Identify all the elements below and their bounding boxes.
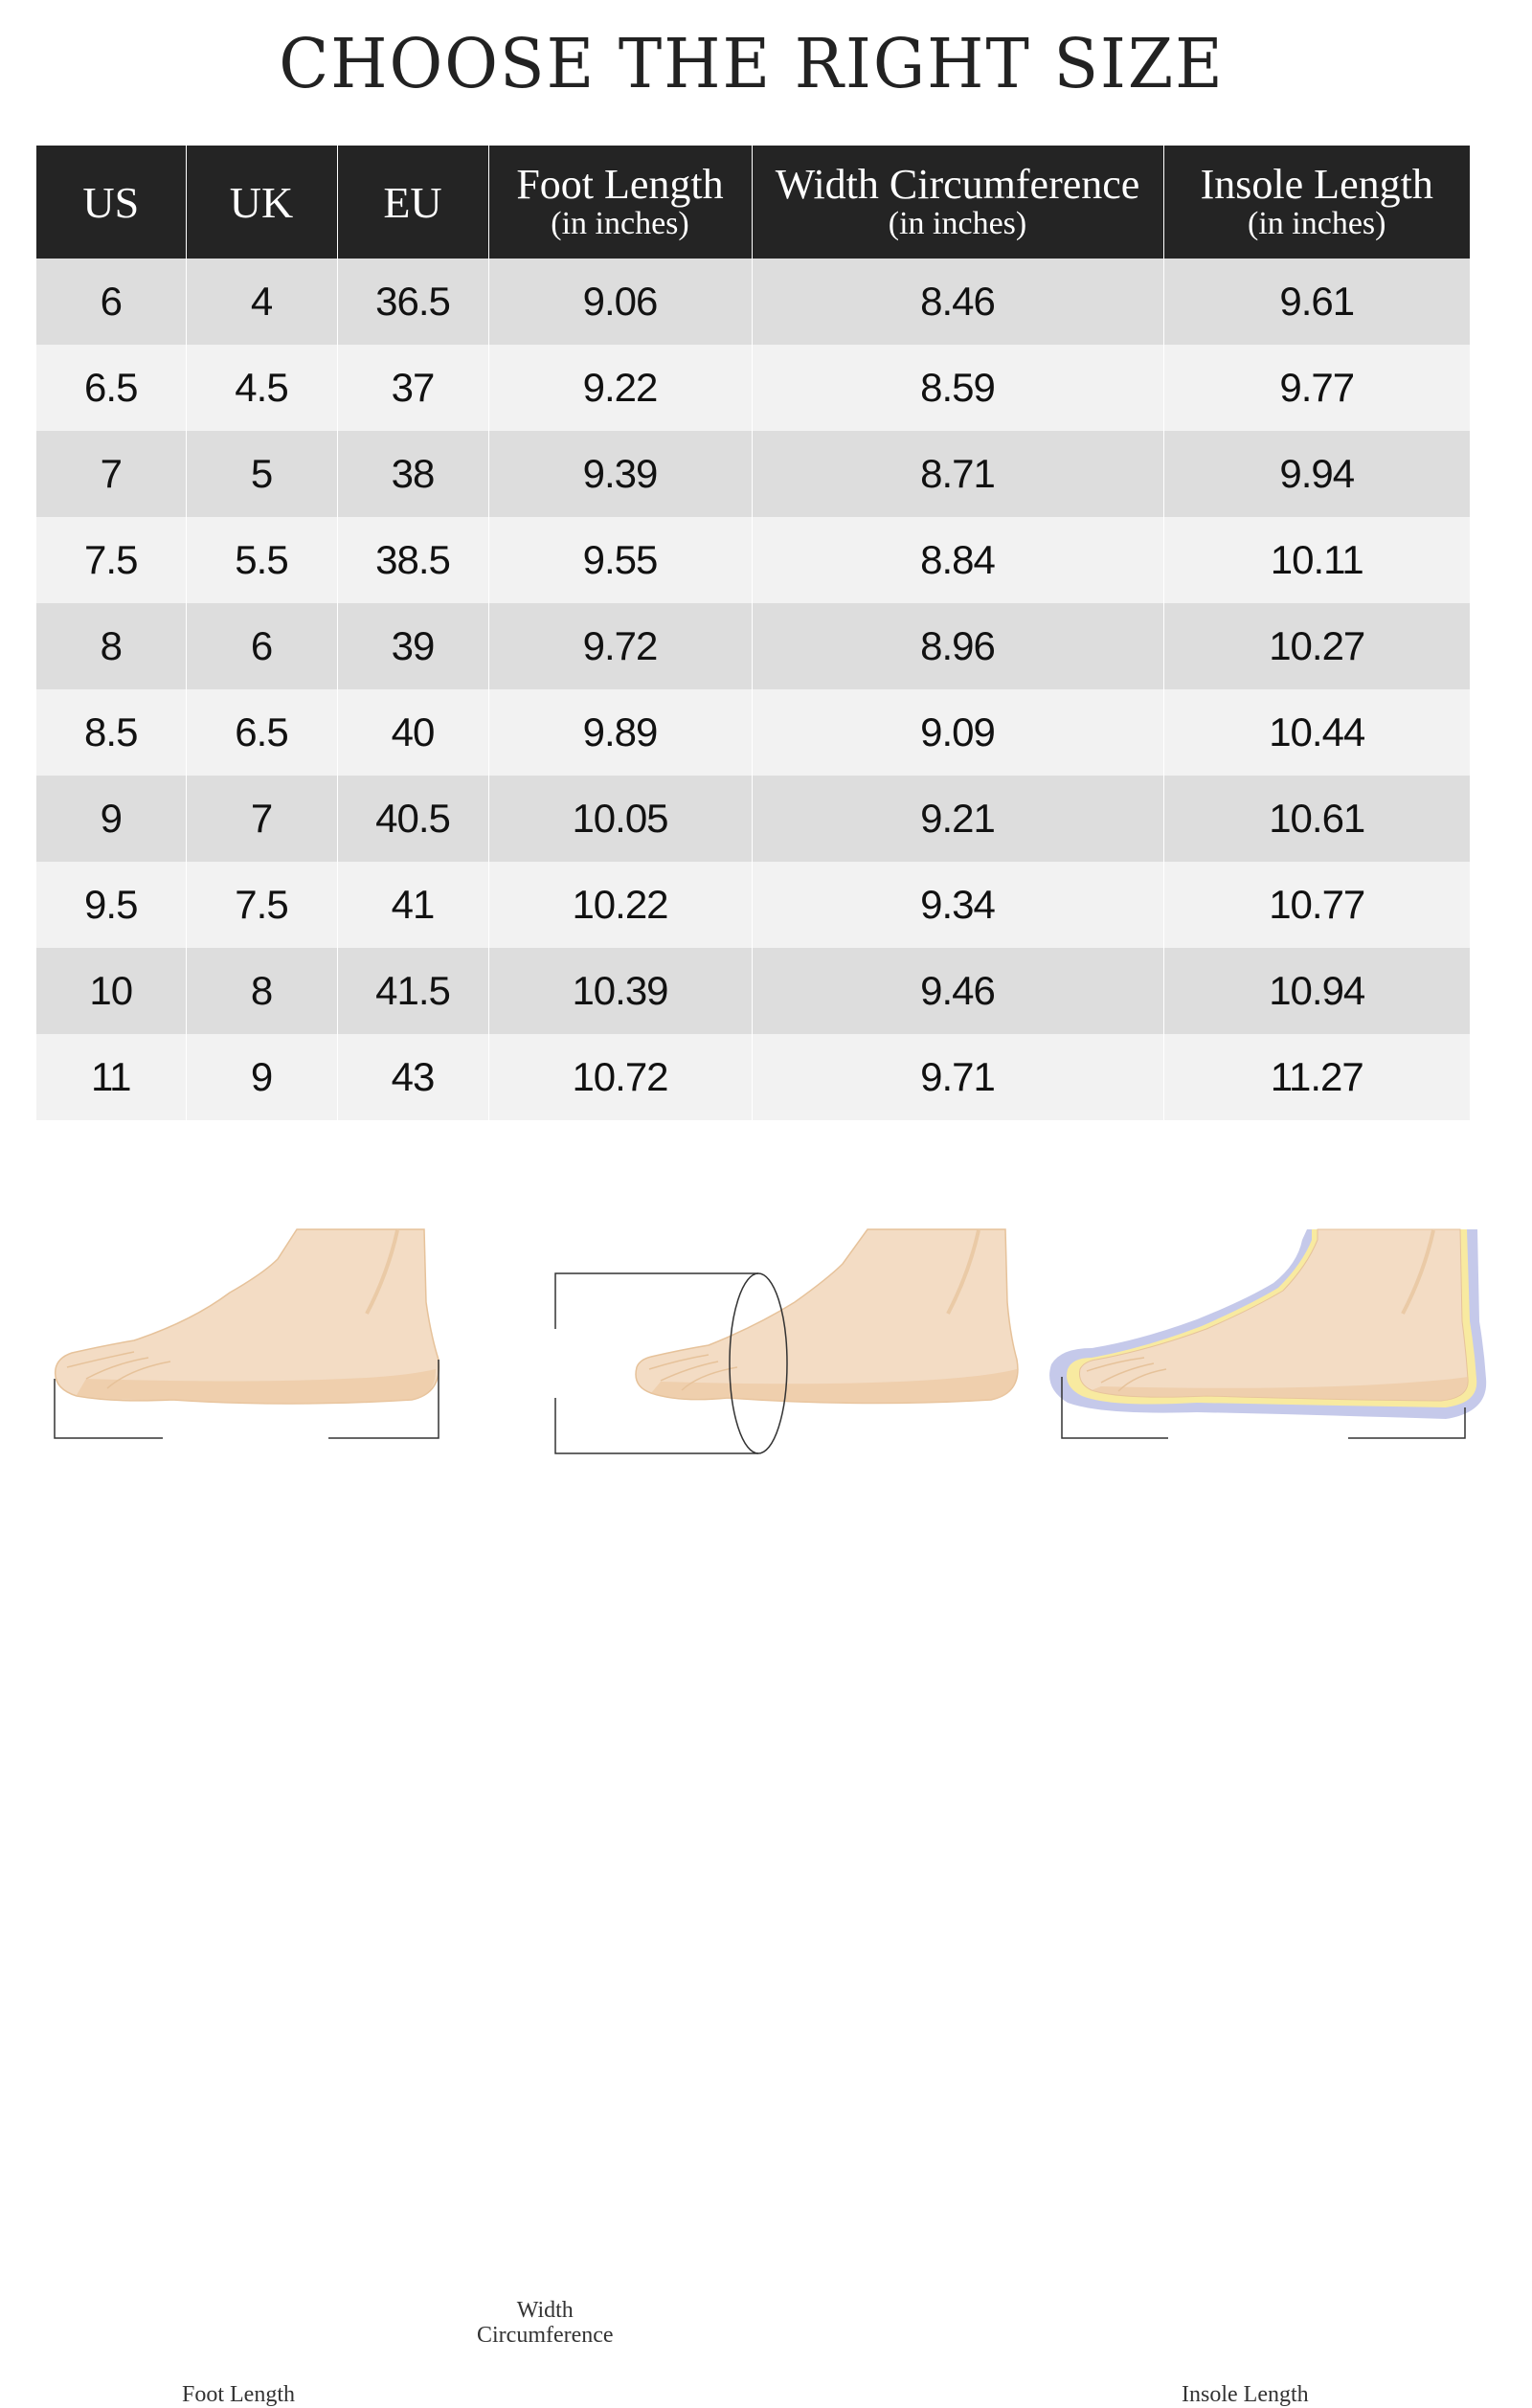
- cell-us: 6.5: [36, 345, 187, 431]
- cell-uk: 7.5: [186, 862, 338, 948]
- cell-eu: 40: [337, 689, 489, 776]
- cell-insole-length: 9.61: [1163, 259, 1470, 345]
- header-eu: EU: [337, 146, 489, 259]
- cell-width-circumference: 8.84: [752, 517, 1164, 603]
- cell-uk: 7: [186, 776, 338, 862]
- cell-foot-length: 10.39: [488, 948, 753, 1034]
- cell-us: 6: [36, 259, 187, 345]
- width-circumference-bracket: [554, 1272, 788, 1454]
- cell-foot-length: 9.39: [488, 431, 753, 517]
- cell-insole-length: 10.77: [1163, 862, 1470, 948]
- cell-eu: 38.5: [337, 517, 489, 603]
- cell-insole-length: 10.11: [1163, 517, 1470, 603]
- cell-width-circumference: 9.46: [752, 948, 1164, 1034]
- cell-uk: 6.5: [186, 689, 338, 776]
- cell-eu: 41: [337, 862, 489, 948]
- cell-width-circumference: 8.59: [752, 345, 1164, 431]
- cell-uk: 8: [186, 948, 338, 1034]
- table-row: 10 8 41.5 10.39 9.46 10.94: [36, 948, 1470, 1034]
- cell-uk: 9: [186, 1034, 338, 1120]
- cell-insole-length: 10.44: [1163, 689, 1470, 776]
- insole-length-bracket: [1061, 1377, 1466, 1439]
- cell-us: 7.5: [36, 517, 187, 603]
- cell-us: 9: [36, 776, 187, 862]
- cell-us: 10: [36, 948, 187, 1034]
- cell-eu: 43: [337, 1034, 489, 1120]
- cell-uk: 4.5: [186, 345, 338, 431]
- cell-us: 7: [36, 431, 187, 517]
- cell-eu: 40.5: [337, 776, 489, 862]
- cell-insole-length: 10.94: [1163, 948, 1470, 1034]
- cell-width-circumference: 9.09: [752, 689, 1164, 776]
- foot-illustrations: [54, 1228, 1487, 1454]
- header-us: US: [36, 146, 187, 259]
- insole-length-label: Insole Length: [1170, 2382, 1320, 2408]
- cell-us: 8: [36, 603, 187, 689]
- cell-width-circumference: 8.71: [752, 431, 1164, 517]
- cell-eu: 36.5: [337, 259, 489, 345]
- table-row: 6 4 36.5 9.06 8.46 9.61: [36, 259, 1470, 345]
- foot-length-label: Foot Length: [170, 2382, 306, 2408]
- table-header-row: US UK EU Foot Length (in inches) Width Ci…: [36, 146, 1470, 259]
- cell-insole-length: 9.94: [1163, 431, 1470, 517]
- cell-width-circumference: 9.21: [752, 776, 1164, 862]
- width-circumference-label: Width Circumference: [477, 2298, 614, 2348]
- foot-length-bracket: [54, 1360, 439, 1439]
- table-row: 7 5 38 9.39 8.71 9.94: [36, 431, 1470, 517]
- cell-uk: 5.5: [186, 517, 338, 603]
- cell-width-circumference: 8.96: [752, 603, 1164, 689]
- cell-uk: 4: [186, 259, 338, 345]
- cell-width-circumference: 8.46: [752, 259, 1164, 345]
- header-width-circumference: Width Circumference (in inches): [752, 146, 1164, 259]
- cell-insole-length: 10.61: [1163, 776, 1470, 862]
- width-circumference-foot-icon: [635, 1228, 1019, 1405]
- table-row: 6.5 4.5 37 9.22 8.59 9.77: [36, 345, 1470, 431]
- cell-foot-length: 9.22: [488, 345, 753, 431]
- table-row: 9 7 40.5 10.05 9.21 10.61: [36, 776, 1470, 862]
- cell-foot-length: 9.06: [488, 259, 753, 345]
- cell-insole-length: 11.27: [1163, 1034, 1470, 1120]
- header-insole-length: Insole Length (in inches): [1163, 146, 1470, 259]
- cell-insole-length: 10.27: [1163, 603, 1470, 689]
- cell-uk: 6: [186, 603, 338, 689]
- table-row: 8.5 6.5 40 9.89 9.09 10.44: [36, 689, 1470, 776]
- cell-foot-length: 10.05: [488, 776, 753, 862]
- cell-us: 8.5: [36, 689, 187, 776]
- cell-foot-length: 9.55: [488, 517, 753, 603]
- table-row: 7.5 5.5 38.5 9.55 8.84 10.11: [36, 517, 1470, 603]
- header-uk: UK: [186, 146, 338, 259]
- cell-insole-length: 9.77: [1163, 345, 1470, 431]
- cell-us: 11: [36, 1034, 187, 1120]
- cell-eu: 39: [337, 603, 489, 689]
- cell-uk: 5: [186, 431, 338, 517]
- measurement-diagrams: Foot Length Width Circumference Insole L…: [0, 1178, 1532, 2408]
- cell-us: 9.5: [36, 862, 187, 948]
- page-title: CHOOSE THE RIGHT SIZE: [279, 25, 1225, 104]
- table-row: 11 9 43 10.72 9.71 11.27: [36, 1034, 1470, 1120]
- header-foot-length: Foot Length (in inches): [488, 146, 753, 259]
- size-chart-table: US UK EU Foot Length (in inches) Width Ci…: [36, 146, 1470, 1120]
- cell-foot-length: 9.89: [488, 689, 753, 776]
- foot-length-foot-icon: [54, 1228, 440, 1405]
- cell-eu: 38: [337, 431, 489, 517]
- table-row: 8 6 39 9.72 8.96 10.27: [36, 603, 1470, 689]
- cell-foot-length: 9.72: [488, 603, 753, 689]
- cell-width-circumference: 9.71: [752, 1034, 1164, 1120]
- cell-eu: 41.5: [337, 948, 489, 1034]
- cell-width-circumference: 9.34: [752, 862, 1164, 948]
- cell-foot-length: 10.22: [488, 862, 753, 948]
- cell-eu: 37: [337, 345, 489, 431]
- insole-length-foot-icon: [1049, 1228, 1487, 1419]
- cell-foot-length: 10.72: [488, 1034, 753, 1120]
- table-row: 9.5 7.5 41 10.22 9.34 10.77: [36, 862, 1470, 948]
